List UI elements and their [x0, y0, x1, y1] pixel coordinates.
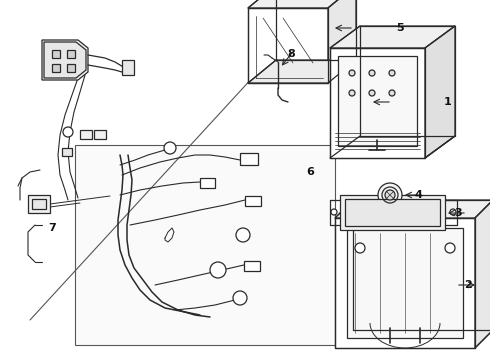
Bar [244, 261, 260, 271]
Bar [347, 228, 463, 338]
Polygon shape [330, 26, 455, 48]
Polygon shape [44, 42, 86, 78]
Text: 8: 8 [287, 49, 295, 59]
Circle shape [355, 243, 365, 253]
Text: 5: 5 [396, 23, 404, 33]
Circle shape [63, 127, 73, 137]
Circle shape [236, 228, 250, 242]
Bar [75, 145, 335, 345]
Circle shape [349, 70, 355, 76]
Circle shape [389, 70, 395, 76]
Circle shape [164, 142, 176, 154]
Text: 7: 7 [48, 223, 56, 233]
Circle shape [210, 262, 226, 278]
Bar [67, 50, 75, 58]
Bar [94, 130, 106, 139]
Bar [200, 178, 215, 188]
Circle shape [378, 183, 402, 207]
Circle shape [233, 291, 247, 305]
Circle shape [385, 190, 395, 200]
Bar [245, 196, 261, 206]
Bar [28, 195, 50, 213]
Polygon shape [42, 40, 88, 80]
Bar [345, 199, 440, 226]
Circle shape [331, 209, 337, 215]
Bar [52, 64, 60, 72]
Bar [340, 195, 445, 230]
Circle shape [389, 90, 395, 96]
Text: 6: 6 [306, 167, 314, 177]
Circle shape [369, 70, 375, 76]
Circle shape [450, 209, 456, 215]
Circle shape [349, 90, 355, 96]
Circle shape [445, 243, 455, 253]
Bar [240, 153, 258, 165]
Polygon shape [248, 60, 356, 83]
Polygon shape [328, 0, 356, 83]
Bar [62, 148, 72, 156]
Polygon shape [248, 0, 356, 8]
Polygon shape [330, 48, 425, 158]
Polygon shape [335, 200, 490, 218]
Polygon shape [335, 218, 475, 348]
Bar [122, 60, 134, 75]
Text: 2: 2 [464, 280, 472, 290]
Text: 3: 3 [454, 208, 462, 218]
Bar [338, 56, 417, 146]
Text: 4: 4 [414, 190, 422, 200]
Bar [32, 199, 46, 209]
Text: 1: 1 [444, 97, 452, 107]
Bar [80, 130, 92, 139]
Bar [52, 50, 60, 58]
Polygon shape [425, 26, 455, 158]
Bar [67, 64, 75, 72]
Polygon shape [475, 200, 490, 348]
Polygon shape [248, 8, 328, 83]
Circle shape [369, 90, 375, 96]
